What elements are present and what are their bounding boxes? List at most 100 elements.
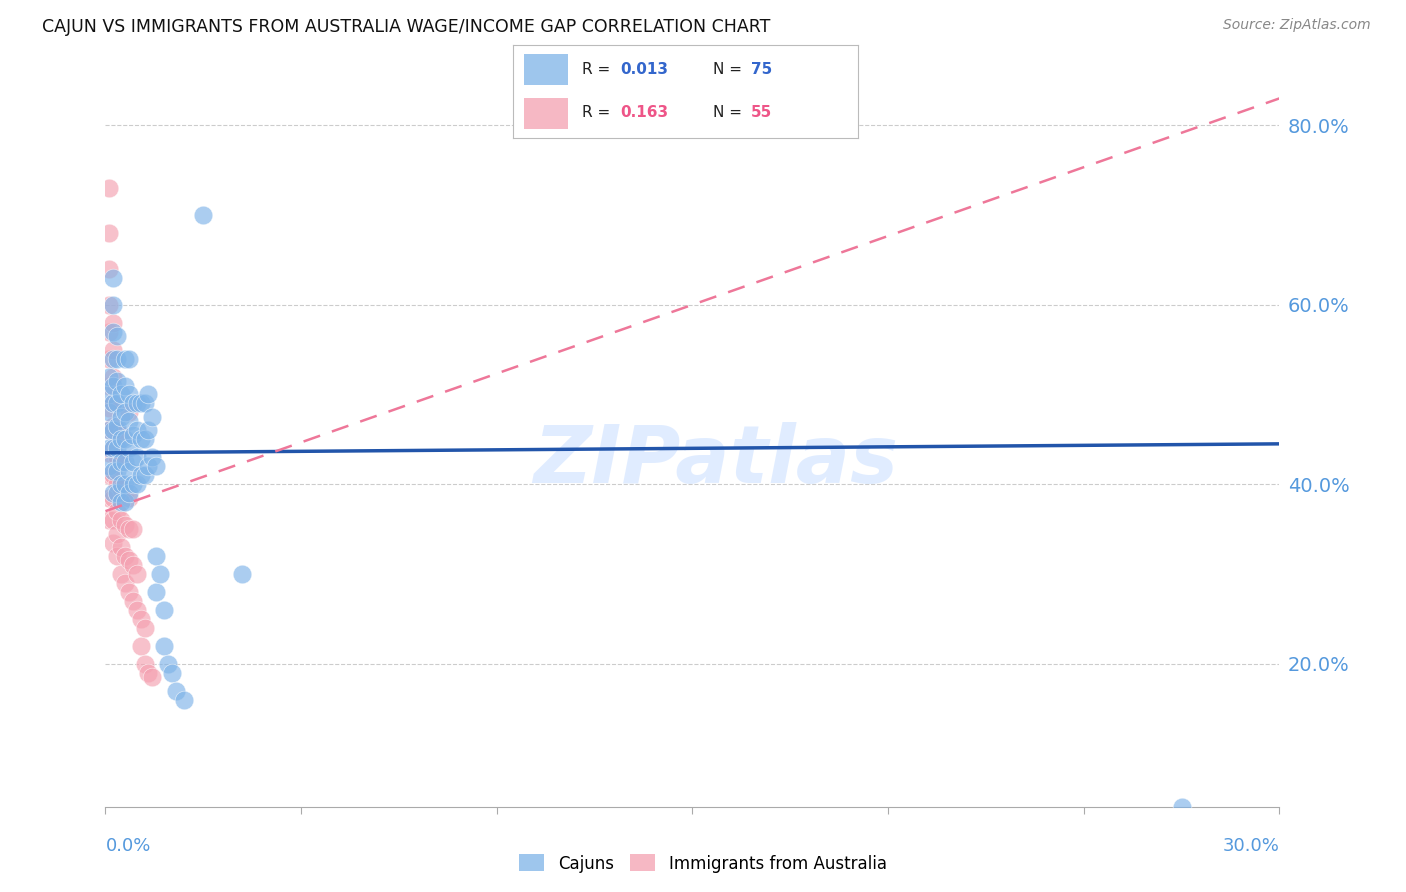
- Point: [105, 477, 128, 491]
- Point: [118, 414, 141, 428]
- Point: [103, 442, 125, 456]
- Point: [118, 522, 141, 536]
- Point: [103, 298, 125, 312]
- Point: [118, 464, 141, 478]
- Point: [103, 418, 125, 433]
- Text: 55: 55: [751, 105, 772, 120]
- Point: [110, 513, 132, 527]
- Point: [145, 585, 167, 599]
- Point: [110, 428, 132, 442]
- Point: [110, 477, 132, 491]
- Point: [141, 409, 163, 424]
- Point: [103, 396, 125, 410]
- Point: [231, 566, 253, 581]
- Point: [118, 486, 141, 500]
- Point: [114, 477, 136, 491]
- Point: [114, 517, 136, 532]
- Text: 0.013: 0.013: [620, 62, 668, 77]
- Point: [103, 378, 125, 392]
- Point: [129, 612, 152, 626]
- Point: [98, 387, 121, 401]
- Point: [98, 491, 121, 505]
- Point: [125, 477, 148, 491]
- Point: [153, 603, 176, 617]
- Point: [98, 351, 121, 366]
- Point: [103, 464, 125, 478]
- Point: [138, 424, 160, 438]
- Point: [103, 424, 125, 438]
- Bar: [523, 54, 568, 85]
- Point: [134, 396, 156, 410]
- Point: [110, 455, 132, 469]
- Point: [121, 455, 143, 469]
- Bar: [523, 98, 568, 129]
- Point: [125, 603, 148, 617]
- Point: [105, 486, 128, 500]
- Point: [114, 495, 136, 509]
- Point: [114, 433, 136, 447]
- Point: [110, 387, 132, 401]
- Point: [118, 351, 141, 366]
- Point: [114, 549, 136, 563]
- Point: [114, 351, 136, 366]
- Point: [129, 468, 152, 483]
- Point: [105, 351, 128, 366]
- Point: [193, 208, 215, 222]
- Text: N =: N =: [713, 105, 747, 120]
- Point: [105, 442, 128, 456]
- Point: [121, 558, 143, 572]
- Point: [129, 396, 152, 410]
- Point: [165, 683, 187, 698]
- Point: [103, 491, 125, 505]
- Point: [129, 639, 152, 653]
- Point: [98, 226, 121, 240]
- Point: [110, 495, 132, 509]
- Point: [114, 455, 136, 469]
- Point: [121, 396, 143, 410]
- Point: [98, 181, 121, 195]
- Point: [105, 374, 128, 388]
- Point: [103, 513, 125, 527]
- Point: [98, 468, 121, 483]
- Text: R =: R =: [582, 105, 616, 120]
- Point: [105, 464, 128, 478]
- Point: [125, 396, 148, 410]
- Text: ZIPatlas: ZIPatlas: [533, 422, 898, 500]
- Point: [98, 424, 121, 438]
- Point: [98, 513, 121, 527]
- Point: [125, 424, 148, 438]
- Point: [118, 585, 141, 599]
- Point: [110, 566, 132, 581]
- Point: [98, 405, 121, 419]
- Point: [138, 459, 160, 474]
- Point: [134, 657, 156, 671]
- Point: [110, 540, 132, 554]
- Point: [121, 428, 143, 442]
- Text: 0.163: 0.163: [620, 105, 668, 120]
- Point: [141, 450, 163, 465]
- Point: [114, 576, 136, 591]
- Point: [118, 405, 141, 419]
- Point: [98, 424, 121, 438]
- Point: [103, 535, 125, 549]
- Point: [103, 316, 125, 330]
- Text: Source: ZipAtlas.com: Source: ZipAtlas.com: [1223, 18, 1371, 32]
- Point: [103, 343, 125, 357]
- Point: [103, 270, 125, 285]
- Point: [105, 504, 128, 518]
- Point: [105, 549, 128, 563]
- Point: [157, 657, 180, 671]
- Point: [110, 482, 132, 496]
- Point: [98, 325, 121, 339]
- Point: [105, 396, 128, 410]
- Point: [134, 433, 156, 447]
- Point: [125, 450, 148, 465]
- Point: [118, 553, 141, 567]
- Point: [145, 459, 167, 474]
- Point: [121, 594, 143, 608]
- Point: [105, 424, 128, 438]
- Point: [118, 491, 141, 505]
- Point: [105, 418, 128, 433]
- Point: [103, 325, 125, 339]
- Point: [98, 369, 121, 384]
